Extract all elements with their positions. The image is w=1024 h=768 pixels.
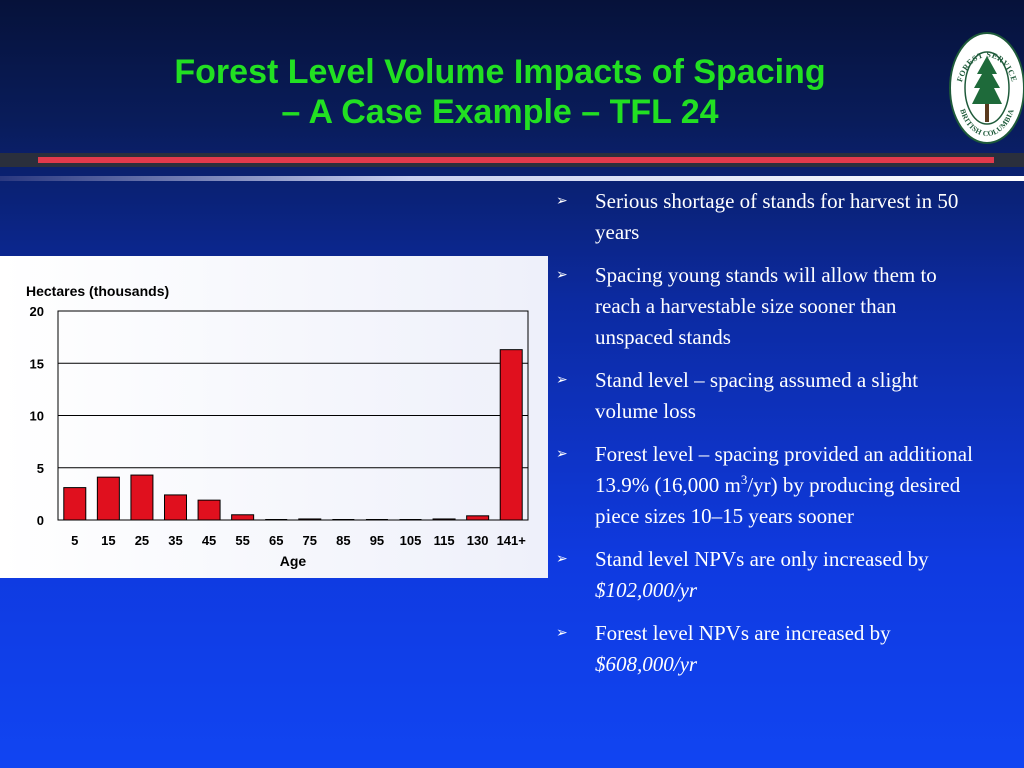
- forest-service-logo: FOREST SERVICE BRITISH COLUMBIA: [949, 32, 1024, 144]
- x-tick-label: 45: [202, 533, 216, 548]
- slide-title-line-2: – A Case Example – TFL 24: [281, 93, 719, 131]
- bullet-arrow-icon: ➢: [556, 446, 568, 462]
- slide-title-line-1: Forest Level Volume Impacts of Spacing: [174, 53, 826, 91]
- bar: [63, 487, 87, 521]
- bar: [466, 515, 490, 521]
- x-tick-label: 35: [168, 533, 182, 548]
- bar: [231, 514, 255, 521]
- x-tick-label: 15: [101, 533, 115, 548]
- bullet-text: Spacing young stands will allow them to …: [595, 263, 937, 349]
- slide-title: Forest Level Volume Impacts of Spacing –…: [60, 52, 940, 132]
- bullet-item: ➢ Spacing young stands will allow them t…: [556, 260, 976, 353]
- bullet-arrow-icon: ➢: [556, 625, 568, 641]
- y-tick-label: 5: [37, 461, 44, 476]
- bar: [96, 476, 120, 521]
- bullet-item: ➢ Forest level – spacing provided an add…: [556, 439, 976, 532]
- x-tick-label: 5: [71, 533, 78, 548]
- y-tick-label: 10: [30, 409, 44, 424]
- bullet-emphasis: $608,000/yr: [595, 652, 698, 676]
- x-tick-label: 95: [370, 533, 384, 548]
- bullet-emphasis: $102,000/yr: [595, 578, 698, 602]
- bar: [197, 499, 221, 521]
- bullet-item: ➢ Stand level – spacing assumed a slight…: [556, 365, 976, 427]
- bullet-arrow-icon: ➢: [556, 267, 568, 283]
- x-tick-label: 25: [135, 533, 149, 548]
- bullet-text: Forest level NPVs are increased by: [595, 621, 891, 645]
- bullet-item: ➢ Forest level NPVs are increased by $60…: [556, 618, 976, 680]
- bullet-arrow-icon: ➢: [556, 372, 568, 388]
- x-tick-label: 105: [400, 533, 422, 548]
- y-axis-label: Hectares (thousands): [26, 283, 169, 299]
- x-tick-label: 115: [434, 533, 455, 548]
- x-axis-label: Age: [280, 553, 307, 569]
- y-tick-label: 15: [30, 356, 44, 371]
- bar: [164, 494, 187, 521]
- y-tick-label: 0: [37, 513, 44, 528]
- chart-panel: Hectares (thousands) 0 5 10 15 20 5 15 25 35 45 55 6…: [0, 256, 548, 578]
- x-tick-label: 75: [303, 533, 317, 548]
- x-tick-label: 141+: [497, 533, 527, 548]
- y-tick-label: 20: [30, 304, 44, 319]
- bullet-item: ➢ Stand level NPVs are only increased by…: [556, 544, 976, 606]
- bullet-text: Serious shortage of stands for harvest i…: [595, 189, 959, 244]
- bar: [432, 518, 456, 521]
- bar: [130, 474, 154, 521]
- bullet-item: ➢ Serious shortage of stands for harvest…: [556, 186, 976, 248]
- header-rule-light: [0, 176, 1024, 181]
- x-tick-label: 130: [467, 533, 489, 548]
- bullet-superscript: 3: [740, 472, 748, 487]
- bullet-text-before-superscript: Forest level – spacing provided an addit…: [595, 442, 973, 497]
- bullet-text: Stand level NPVs are only increased by: [595, 547, 929, 571]
- tree-icon: [972, 56, 1002, 122]
- bar: [499, 349, 523, 521]
- header-rule-red: [38, 157, 994, 163]
- x-tick-label: 55: [235, 533, 249, 548]
- age-class-bar-chart: Hectares (thousands) 0 5 10 15 20 5 15 25 35 45 55 6…: [26, 283, 529, 569]
- bar: [298, 518, 322, 521]
- bullet-text: Stand level – spacing assumed a slight v…: [595, 368, 919, 423]
- x-tick-label: 65: [269, 533, 283, 548]
- bullet-arrow-icon: ➢: [556, 551, 568, 567]
- bullet-text-after-superscript: /yr) by producing desired piece sizes 10…: [595, 473, 961, 528]
- x-tick-label: 85: [336, 533, 350, 548]
- bullet-list: ➢ Serious shortage of stands for harvest…: [556, 186, 976, 692]
- bullet-arrow-icon: ➢: [556, 193, 568, 209]
- plot-frame: [57, 310, 529, 521]
